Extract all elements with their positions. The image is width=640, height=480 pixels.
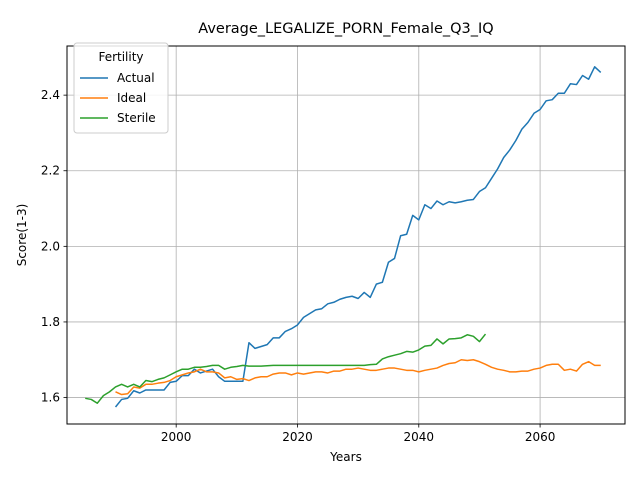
x-tick-label: 2000 bbox=[161, 430, 192, 444]
y-tick-label: 1.6 bbox=[41, 391, 60, 405]
x-tick-label: 2060 bbox=[525, 430, 556, 444]
legend: Fertility Actual Ideal Sterile bbox=[73, 42, 169, 134]
x-axis: 2000 2020 2040 2060 bbox=[161, 424, 555, 444]
y-axis: 1.6 1.8 2.0 2.2 2.4 bbox=[41, 88, 67, 405]
legend-title: Fertility bbox=[98, 50, 143, 64]
y-tick-label: 2.0 bbox=[41, 239, 60, 253]
x-tick-label: 2040 bbox=[404, 430, 435, 444]
x-axis-label: Years bbox=[329, 450, 362, 464]
series-line-sterile bbox=[85, 333, 487, 404]
y-axis-label: Score(1-3) bbox=[15, 204, 29, 267]
y-tick-label: 2.4 bbox=[41, 88, 60, 102]
legend-label-ideal: Ideal bbox=[117, 91, 146, 105]
plot-frame bbox=[66, 45, 626, 425]
series-line-ideal bbox=[115, 358, 601, 396]
y-tick-label: 1.8 bbox=[41, 315, 60, 329]
x-tick-label: 2020 bbox=[282, 430, 313, 444]
chart-title: Average_LEGALIZE_PORN_Female_Q3_IQ bbox=[198, 21, 493, 37]
legend-label-actual: Actual bbox=[117, 71, 155, 85]
legend-label-sterile: Sterile bbox=[117, 111, 156, 125]
y-tick-label: 2.2 bbox=[41, 164, 60, 178]
series-lines bbox=[85, 66, 602, 408]
legend-box bbox=[73, 42, 169, 134]
